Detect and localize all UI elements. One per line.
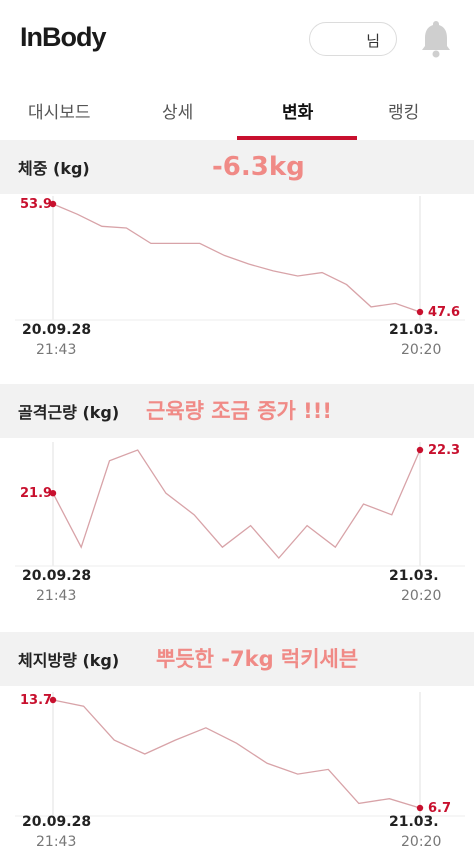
data-point [49, 490, 57, 497]
series-line [52, 203, 421, 313]
fat-start-date: 20.09.28 [22, 814, 92, 830]
last-value-label: 47.6 [428, 305, 460, 320]
data-point [49, 696, 57, 704]
fat-section-header: 체지방량 (kg) [0, 632, 474, 686]
first-value-label: 53.9 [20, 197, 52, 212]
series-line [52, 699, 421, 809]
tab-change[interactable]: 변화 [282, 103, 314, 123]
user-profile-button[interactable]: 님 [309, 22, 397, 56]
fat-chart: 13.7 6.7 [15, 692, 465, 817]
fat-annotation: 뿌듯한 -7kg 럭키세븐 [156, 647, 359, 671]
weight-start-time: 21:43 [36, 342, 77, 358]
data-point [416, 446, 424, 454]
fat-end-date: 21.03. [389, 814, 439, 830]
last-value-label: 6.7 [428, 801, 451, 816]
weight-section-header: 체중 (kg) [0, 140, 474, 194]
weight-section-title: 체중 (kg) [18, 159, 90, 178]
muscle-section-header: 골격근량 (kg) [0, 384, 474, 438]
first-value-label: 13.7 [20, 693, 52, 708]
data-point [416, 804, 424, 812]
muscle-end-date: 21.03. [389, 568, 439, 584]
inbody-logo[interactable]: InBody [20, 22, 106, 52]
data-point [49, 200, 57, 208]
fat-end-time: 20:20 [401, 834, 442, 850]
first-value-label: 21.9 [20, 486, 52, 501]
active-tab-indicator [237, 136, 357, 140]
weight-end-time: 20:20 [401, 342, 442, 358]
last-value-label: 22.3 [428, 443, 460, 458]
tab-bar: 대시보드 상세 변화 랭킹 [0, 84, 474, 141]
muscle-section-title: 골격근량 (kg) [18, 403, 120, 422]
muscle-end-time: 20:20 [401, 588, 442, 604]
muscle-start-time: 21:43 [36, 588, 77, 604]
weight-annotation: -6.3kg [212, 152, 305, 182]
tab-detail[interactable]: 상세 [162, 103, 194, 123]
weight-start-date: 20.09.28 [22, 322, 92, 338]
muscle-start-date: 20.09.28 [22, 568, 92, 584]
muscle-chart: 21.9 22.3 [15, 442, 465, 567]
app-header: InBody 님 [0, 0, 474, 80]
weight-end-date: 21.03. [389, 322, 439, 338]
user-suffix: 님 [366, 32, 380, 50]
fat-start-time: 21:43 [36, 834, 77, 850]
tab-dashboard[interactable]: 대시보드 [28, 103, 91, 123]
series-line [52, 449, 421, 559]
fat-section-title: 체지방량 (kg) [18, 651, 120, 670]
bell-icon[interactable] [420, 18, 452, 58]
weight-chart: 53.9 47.6 [15, 196, 465, 321]
tab-ranking[interactable]: 랭킹 [388, 103, 420, 123]
data-point [416, 308, 424, 316]
muscle-annotation: 근육량 조금 증가 !!! [146, 399, 332, 423]
